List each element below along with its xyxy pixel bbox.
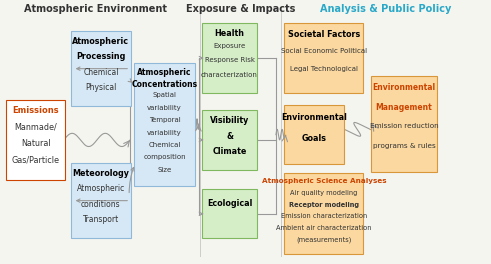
Text: Chemical: Chemical <box>83 68 119 77</box>
Text: Ambient air characterization: Ambient air characterization <box>276 225 372 231</box>
Text: Size: Size <box>157 167 172 173</box>
Text: Natural: Natural <box>21 139 51 148</box>
Text: Climate: Climate <box>212 147 247 156</box>
Text: Emission reduction: Emission reduction <box>370 123 438 129</box>
Text: Atmospheric Environment: Atmospheric Environment <box>24 4 167 14</box>
Text: Meteorology: Meteorology <box>72 169 130 178</box>
Text: Receptor modeling: Receptor modeling <box>289 202 359 208</box>
Text: Environmental: Environmental <box>373 83 436 92</box>
Text: Gas/Particle: Gas/Particle <box>12 155 59 164</box>
Text: variability: variability <box>147 105 182 111</box>
Text: Emission characterization: Emission characterization <box>281 213 367 219</box>
Text: Concentrations: Concentrations <box>132 80 197 89</box>
Text: Processing: Processing <box>76 53 126 62</box>
Text: Goals: Goals <box>301 134 327 143</box>
Text: Physical: Physical <box>85 83 116 92</box>
Text: Environmental: Environmental <box>281 113 347 122</box>
Text: Manmade/: Manmade/ <box>14 122 57 131</box>
Text: composition: composition <box>143 154 186 161</box>
Text: Legal Technological: Legal Technological <box>290 66 358 72</box>
Text: &: & <box>226 131 233 140</box>
Text: Response Risk: Response Risk <box>205 57 254 63</box>
Text: Atmospheric: Atmospheric <box>77 185 125 194</box>
Text: programs & rules: programs & rules <box>373 143 436 149</box>
Text: (measurements): (measurements) <box>296 237 352 243</box>
Text: Health: Health <box>215 29 245 38</box>
Text: Management: Management <box>376 103 433 112</box>
Text: Emissions: Emissions <box>12 106 59 115</box>
FancyBboxPatch shape <box>202 189 257 238</box>
FancyBboxPatch shape <box>202 110 257 170</box>
FancyBboxPatch shape <box>284 173 363 254</box>
Text: Exposure & Impacts: Exposure & Impacts <box>186 4 295 14</box>
Text: Air quality modeling: Air quality modeling <box>290 190 357 196</box>
Text: Visibility: Visibility <box>210 116 249 125</box>
FancyBboxPatch shape <box>134 63 195 186</box>
FancyBboxPatch shape <box>371 76 437 172</box>
Text: Ecological: Ecological <box>207 199 252 208</box>
FancyBboxPatch shape <box>284 105 344 164</box>
Text: Societal Factors: Societal Factors <box>288 30 360 39</box>
Text: Exposure: Exposure <box>214 43 246 49</box>
Text: Atmospheric: Atmospheric <box>137 68 191 77</box>
Text: Chemical: Chemical <box>148 142 181 148</box>
FancyBboxPatch shape <box>6 100 65 180</box>
FancyBboxPatch shape <box>284 23 363 93</box>
FancyBboxPatch shape <box>71 31 131 106</box>
Text: Analysis & Public Policy: Analysis & Public Policy <box>320 4 451 14</box>
Text: characterization: characterization <box>201 72 258 78</box>
Text: Temporal: Temporal <box>149 117 180 123</box>
Text: conditions: conditions <box>81 200 121 209</box>
Text: Social Economic Political: Social Economic Political <box>281 48 367 54</box>
Text: Spatial: Spatial <box>153 92 176 98</box>
Text: Atmospheric Science Analyses: Atmospheric Science Analyses <box>262 178 386 184</box>
FancyBboxPatch shape <box>202 23 257 93</box>
FancyBboxPatch shape <box>71 163 131 238</box>
Text: Atmospheric: Atmospheric <box>72 37 130 46</box>
Text: variability: variability <box>147 130 182 136</box>
Text: Transport: Transport <box>83 215 119 224</box>
